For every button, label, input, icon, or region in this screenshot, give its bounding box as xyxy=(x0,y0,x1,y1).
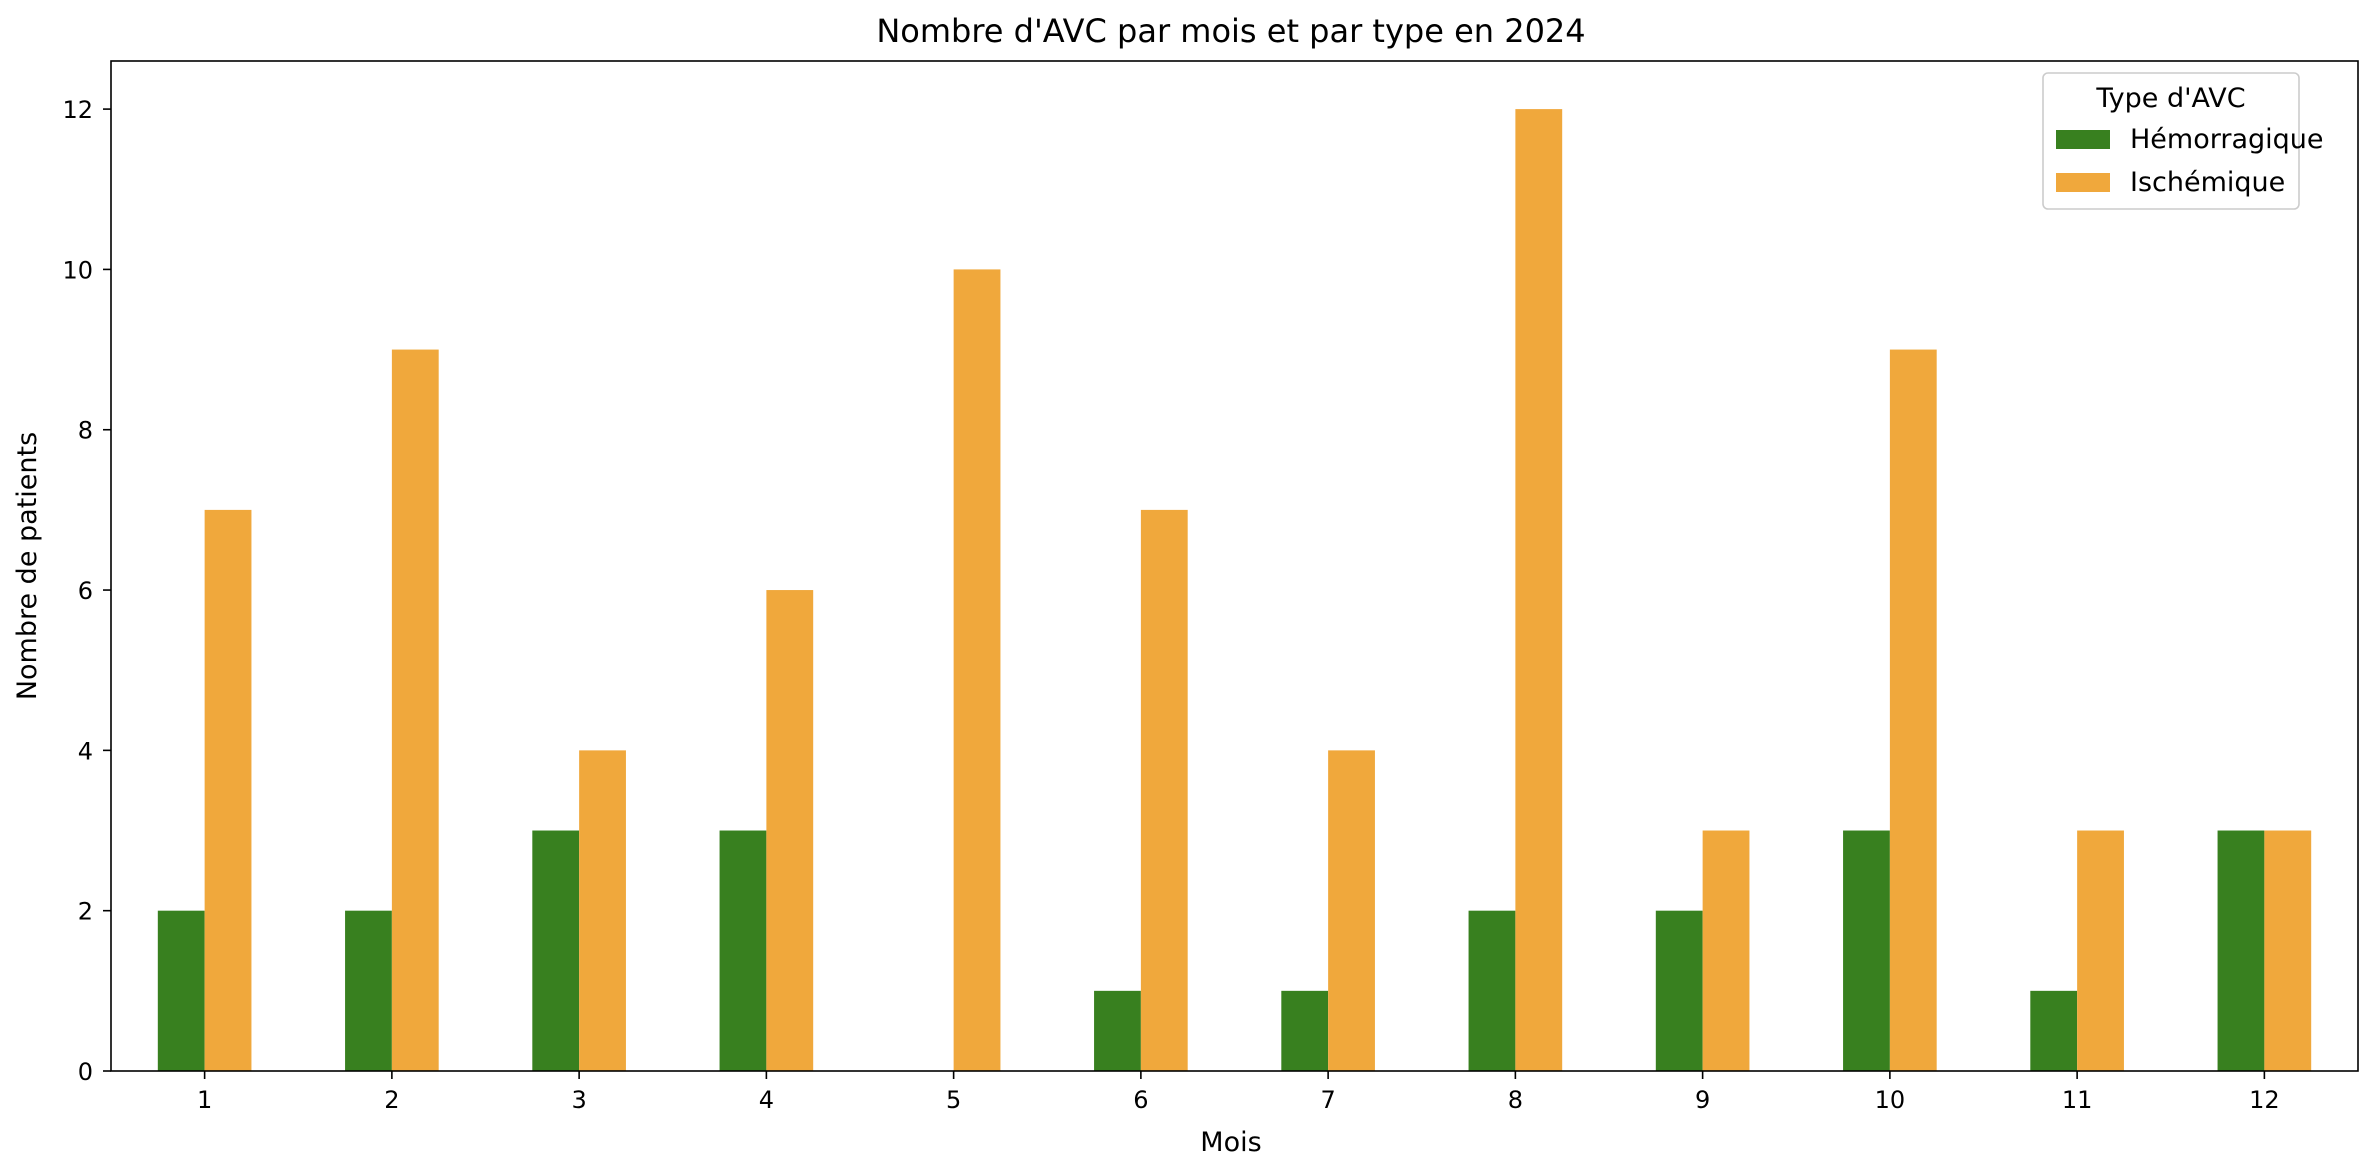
bar-hemorragique-2 xyxy=(345,910,392,1071)
plot-frame xyxy=(110,60,2359,1072)
y-tick-label: 2 xyxy=(78,898,93,926)
bar-hemorragique-10 xyxy=(1843,830,1890,1071)
bar-hemorragique-7 xyxy=(1281,990,1329,1071)
x-tick-label: 3 xyxy=(571,1086,586,1114)
bar-ischemique-10 xyxy=(1889,349,1937,1071)
x-tick-label: 1 xyxy=(197,1086,212,1114)
bar-hemorragique-8 xyxy=(1468,910,1516,1071)
legend-swatch-hemorragique xyxy=(2056,130,2110,149)
x-tick-label: 9 xyxy=(1695,1086,1710,1114)
bar-ischemique-6 xyxy=(1140,509,1188,1071)
bar-ischemique-5 xyxy=(953,269,1001,1071)
bar-ischemique-4 xyxy=(766,590,814,1071)
bar-ischemique-9 xyxy=(1702,830,1750,1071)
bar-hemorragique-11 xyxy=(2030,990,2078,1071)
y-tick-label: 0 xyxy=(78,1058,93,1086)
y-tick-label: 6 xyxy=(78,577,93,605)
y-tick-label: 8 xyxy=(78,417,93,445)
x-tick-label: 10 xyxy=(1875,1086,1906,1114)
bars-layer xyxy=(157,109,2312,1072)
bar-hemorragique-3 xyxy=(532,830,580,1071)
x-tick-label: 2 xyxy=(384,1086,399,1114)
x-tick-label: 7 xyxy=(1320,1086,1335,1114)
bar-ischemique-8 xyxy=(1515,109,1563,1072)
bar-hemorragique-12 xyxy=(2217,830,2265,1071)
legend-label-ischemique: Ischémique xyxy=(2130,167,2285,198)
y-tick-label: 4 xyxy=(78,737,93,765)
bar-ischemique-2 xyxy=(391,349,439,1071)
x-tick-label: 8 xyxy=(1508,1086,1523,1114)
y-tick-label: 10 xyxy=(62,256,93,284)
legend: Type d'AVC Hémorragique Ischémique xyxy=(2042,72,2324,210)
bar-ischemique-3 xyxy=(579,750,626,1071)
x-tick-label: 12 xyxy=(2249,1086,2280,1114)
legend-title: Type d'AVC xyxy=(2095,83,2245,114)
bar-hemorragique-6 xyxy=(1094,990,1141,1071)
x-tick-label: 11 xyxy=(2062,1086,2093,1114)
y-tick-label: 12 xyxy=(62,96,93,124)
bar-ischemique-7 xyxy=(1328,750,1375,1071)
x-axis-label: Mois xyxy=(1200,1127,1261,1158)
x-tick-label: 4 xyxy=(759,1086,774,1114)
legend-label-hemorragique: Hémorragique xyxy=(2130,124,2324,155)
bar-hemorragique-4 xyxy=(719,830,767,1071)
bar-hemorragique-9 xyxy=(1655,910,1703,1071)
legend-swatch-ischemique xyxy=(2056,173,2110,192)
bar-ischemique-12 xyxy=(2264,830,2312,1071)
bar-ischemique-11 xyxy=(2077,830,2124,1071)
bar-hemorragique-1 xyxy=(157,910,205,1071)
x-tick-label: 6 xyxy=(1133,1086,1148,1114)
x-tick-label: 5 xyxy=(946,1086,961,1114)
bar-ischemique-1 xyxy=(204,509,252,1071)
y-axis-label: Nombre de patients xyxy=(12,432,43,700)
chart-title: Nombre d'AVC par mois et par type en 202… xyxy=(876,12,1585,50)
